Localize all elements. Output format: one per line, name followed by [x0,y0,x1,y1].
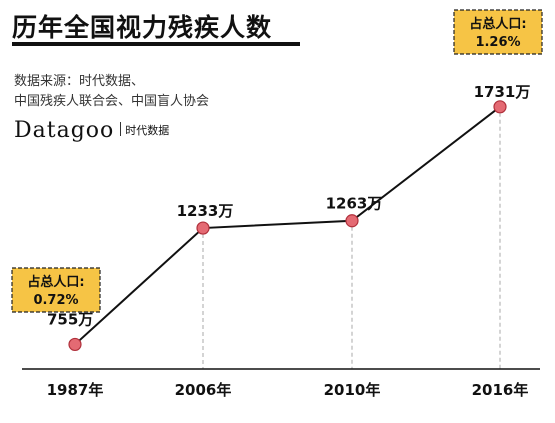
callout-box [453,9,543,55]
source-line-2: 中国残疾人联合会、中国盲人协会 [14,94,210,109]
data-point [493,100,507,114]
callout-line2: 1.26% [475,35,520,50]
datagoo-logo: Datagoo 时代数据 [14,118,169,143]
callout-line1: 占总人口: [469,16,526,32]
logo-wordmark: Datagoo [14,118,115,143]
x-tick-label: 2006年 [175,381,232,399]
data-point [196,221,210,235]
callout-line2: 0.72% [33,293,78,308]
logo-subtitle: 时代数据 [125,124,170,137]
data-point [345,214,359,228]
data-label: 755万 [47,310,93,328]
callout-box [11,267,101,313]
chart-title: 历年全国视力残疾人数 [12,13,273,42]
data-label: 1263万 [326,195,383,213]
data-point [68,337,82,352]
source-line-1: 数据来源：时代数据、 [14,74,145,89]
callout-line1: 占总人口: [27,274,84,290]
x-tick-label: 1987年 [47,381,104,399]
series-line [74,106,501,346]
x-tick-label: 2010年 [324,381,381,399]
data-label: 1731万 [474,83,531,101]
data-label: 1233万 [177,202,234,220]
title-underline [12,42,300,46]
x-tick-label: 2016年 [472,381,529,399]
logo-divider [120,122,122,136]
